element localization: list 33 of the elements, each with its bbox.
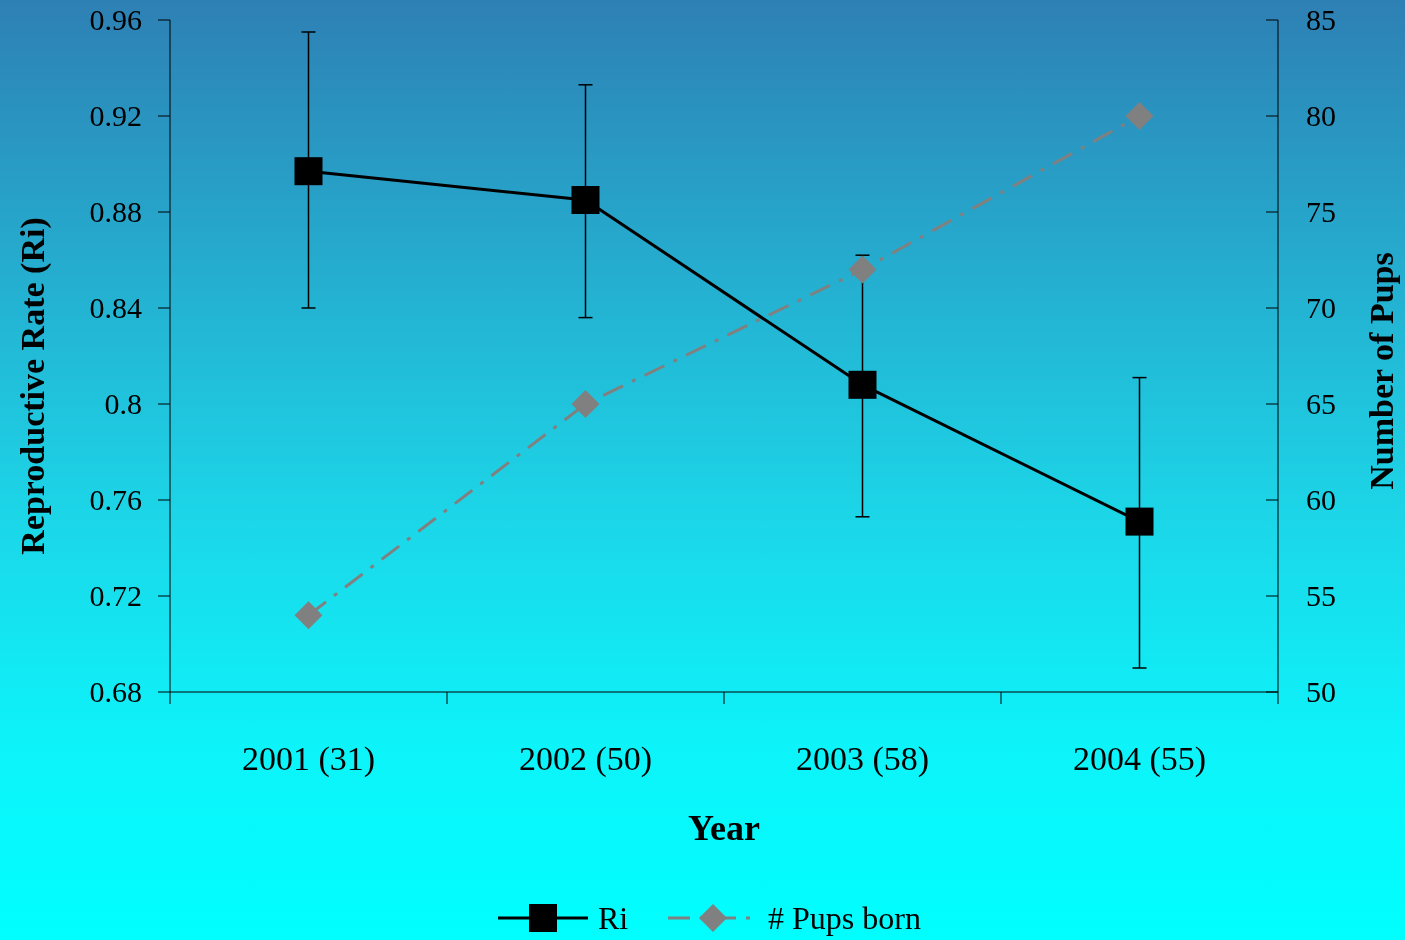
y-tick-label: 0.88 [89, 195, 142, 228]
point [294, 157, 323, 186]
point [571, 390, 600, 418]
x-tick-label: 2004 (55) [1072, 740, 1207, 778]
y2-tick-label: 65 [1306, 387, 1336, 420]
y-tick-label: 0.96 [89, 3, 142, 36]
legend-label: Ri [598, 900, 629, 936]
point [571, 186, 600, 214]
legend-label: # Pups born [768, 900, 921, 936]
x-axis-title: Year [688, 808, 760, 848]
y-tick-label: 0.8 [104, 387, 142, 420]
y2-axis-title: Number of Pups [1363, 252, 1400, 490]
point [848, 255, 877, 284]
y2-tick-label: 70 [1306, 291, 1336, 324]
point [848, 370, 877, 399]
y2-tick-label: 75 [1306, 195, 1336, 228]
y-tick-label: 0.72 [89, 579, 142, 612]
y2-tick-label: 85 [1306, 3, 1336, 36]
y-tick-label: 0.84 [89, 291, 142, 324]
y-tick-label: 0.68 [89, 675, 142, 708]
y2-tick-label: 55 [1306, 579, 1336, 612]
point [1125, 102, 1154, 130]
y-axis-title: Reproductive Rate (Ri) [14, 217, 52, 555]
y2-tick-label: 80 [1306, 99, 1336, 132]
y2-tick-label: 60 [1306, 483, 1336, 516]
x-tick-label: 2003 (58) [795, 740, 930, 778]
point [1125, 507, 1154, 536]
y-tick-label: 0.92 [89, 99, 142, 132]
point [294, 601, 323, 630]
y2-tick-label: 50 [1306, 675, 1336, 708]
x-tick-label: 2001 (31) [241, 740, 376, 778]
x-tick-label: 2002 (50) [518, 740, 653, 778]
y-tick-label: 0.76 [89, 483, 142, 516]
